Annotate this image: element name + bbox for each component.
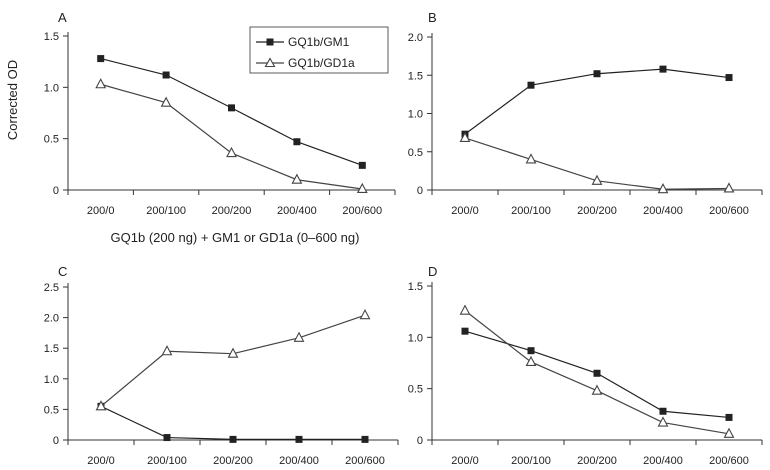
legend-label-gm1: GQ1b/GM1: [288, 35, 350, 49]
y-tick-label-a: 0: [53, 185, 59, 197]
data-point-gm1-c: [361, 435, 369, 443]
legend: GQ1b/GM1 GQ1b/GD1a: [249, 26, 389, 74]
x-tick-label-c: 200/0: [87, 455, 115, 467]
data-point-gd1a-a: [356, 182, 368, 194]
x-tick-label-b: 200/200: [577, 205, 617, 217]
data-point-gd1a-a: [95, 78, 107, 89]
y-tick-label-b: 1.0: [408, 109, 423, 121]
series-line-gm1-c: [100, 405, 365, 440]
y-tick-label-a: 1.5: [44, 31, 59, 43]
legend-label-gd1a: GQ1b/GD1a: [288, 56, 355, 70]
data-point-gm1-d: [527, 347, 535, 355]
data-point-gm1-d: [725, 413, 733, 421]
data-point-gm1-b: [725, 74, 733, 82]
series-line-gd1a-c: [100, 314, 366, 407]
data-point-gd1a-b: [591, 174, 603, 185]
legend-square-marker-icon: [266, 38, 274, 46]
data-point-gd1a-d: [723, 427, 735, 438]
y-tick-label-a: 0.5: [44, 134, 59, 146]
y-tick-label-c: 2.5: [44, 282, 59, 294]
y-tick-label-d: 1.5: [408, 281, 423, 293]
data-point-gd1a-b: [657, 183, 669, 194]
panels: A 0 0.5 1.0 1.5 200/0 200/100 200/200 200/400 200…: [44, 10, 763, 467]
panel-label-a: A: [58, 10, 67, 25]
y-tick-label-b: 1.5: [408, 70, 423, 82]
data-point-gm1-b: [527, 81, 535, 89]
y-axis-title: Corrected OD: [5, 60, 20, 140]
data-point-gd1a-c: [359, 308, 371, 320]
x-tick-label-a: 200/100: [146, 205, 186, 217]
y-tick-label-c: 0: [53, 435, 59, 447]
y-tick-label-c: 1.5: [44, 343, 59, 355]
x-tick-label-a: 200/600: [342, 205, 382, 217]
data-point-gm1-d: [593, 369, 601, 377]
data-point-gd1a-d: [525, 355, 537, 367]
x-tick-label-c: 200/100: [147, 455, 187, 467]
data-point-gd1a-d: [657, 416, 669, 427]
data-point-gm1-c: [229, 435, 237, 443]
x-tick-label-c: 200/200: [213, 455, 253, 467]
x-tick-label-c: 200/400: [279, 455, 319, 467]
data-point-gd1a-c: [227, 347, 239, 358]
data-point-gd1a-a: [160, 96, 172, 107]
data-point-gm1-d: [659, 407, 667, 415]
x-tick-label-a: 200/0: [87, 205, 115, 217]
data-point-gd1a-c: [161, 345, 173, 356]
series-line-gm1-b: [464, 68, 730, 135]
y-tick-label-d: 1.0: [408, 332, 423, 344]
data-point-gm1-d: [461, 327, 469, 335]
y-tick-label-a: 1.0: [44, 82, 59, 94]
x-tick-label-a: 200/400: [277, 205, 317, 217]
data-point-gd1a-b: [525, 153, 537, 164]
data-point-gm1-c: [163, 434, 171, 442]
x-tick-label-a: 200/200: [212, 205, 252, 217]
panel-label-b: B: [428, 10, 437, 25]
y-tick-label-b: 0: [417, 185, 423, 197]
panel-d: D 0 0.5 1.0 1.5 200/0 200/100 200/200 200/400 200…: [408, 264, 763, 467]
x-tick-label-b: 200/600: [709, 205, 749, 217]
data-point-gd1a-c: [95, 400, 107, 411]
x-tick-label-d: 200/0: [451, 455, 479, 467]
data-point-gd1a-b: [723, 182, 735, 193]
data-point-gd1a-c: [293, 331, 305, 342]
data-point-gm1-a: [162, 71, 170, 79]
x-tick-label-d: 200/600: [709, 455, 749, 467]
x-axis-title: GQ1b (200 ng) + GM1 or GD1a (0–600 ng): [111, 230, 360, 245]
panel-label-d: D: [428, 264, 437, 279]
data-point-gm1-b: [659, 65, 667, 73]
panel-a: A 0 0.5 1.0 1.5 200/0 200/100 200/200 200/400 200…: [44, 10, 396, 217]
y-tick-label-c: 1.0: [44, 374, 59, 386]
data-point-gm1-a: [228, 104, 235, 112]
data-point-gm1-a: [293, 138, 301, 146]
y-tick-label-b: 2.0: [408, 32, 423, 44]
data-point-gd1a-b: [459, 131, 471, 143]
x-tick-label-d: 200/100: [511, 455, 551, 467]
series-line-gd1a-a: [100, 83, 363, 190]
data-point-gm1-a: [97, 55, 105, 63]
x-tick-label-b: 200/400: [643, 205, 683, 217]
data-point-gm1-c: [295, 435, 303, 443]
data-point-gd1a-d: [459, 304, 471, 315]
data-point-gd1a-a: [291, 173, 303, 184]
y-tick-label-c: 2.0: [44, 313, 59, 325]
y-tick-label-d: 0: [417, 435, 423, 447]
data-point-gm1-a: [358, 161, 366, 169]
y-tick-label-d: 0.5: [408, 384, 423, 396]
x-tick-label-b: 200/100: [511, 205, 551, 217]
legend-triangle-marker-icon: [264, 57, 276, 68]
x-tick-label-d: 200/200: [577, 455, 617, 467]
x-tick-label-b: 200/0: [451, 205, 479, 217]
data-point-gd1a-a: [226, 146, 237, 158]
panel-label-c: C: [58, 264, 67, 279]
y-tick-label-b: 0.5: [408, 147, 423, 159]
x-tick-label-c: 200/600: [345, 455, 385, 467]
data-point-gm1-b: [593, 70, 601, 78]
x-tick-label-d: 200/400: [643, 455, 683, 467]
y-tick-label-c: 0.5: [44, 404, 59, 416]
panel-c: C 0 0.5 1.0 1.5 2.0 2.5 200/0 200/100 200/200 200/…: [44, 264, 399, 467]
data-point-gd1a-d: [591, 384, 603, 395]
panel-b: B 0 0.5 1.0 1.5 2.0 200/0 200/100 200/200 200/400…: [408, 10, 763, 217]
